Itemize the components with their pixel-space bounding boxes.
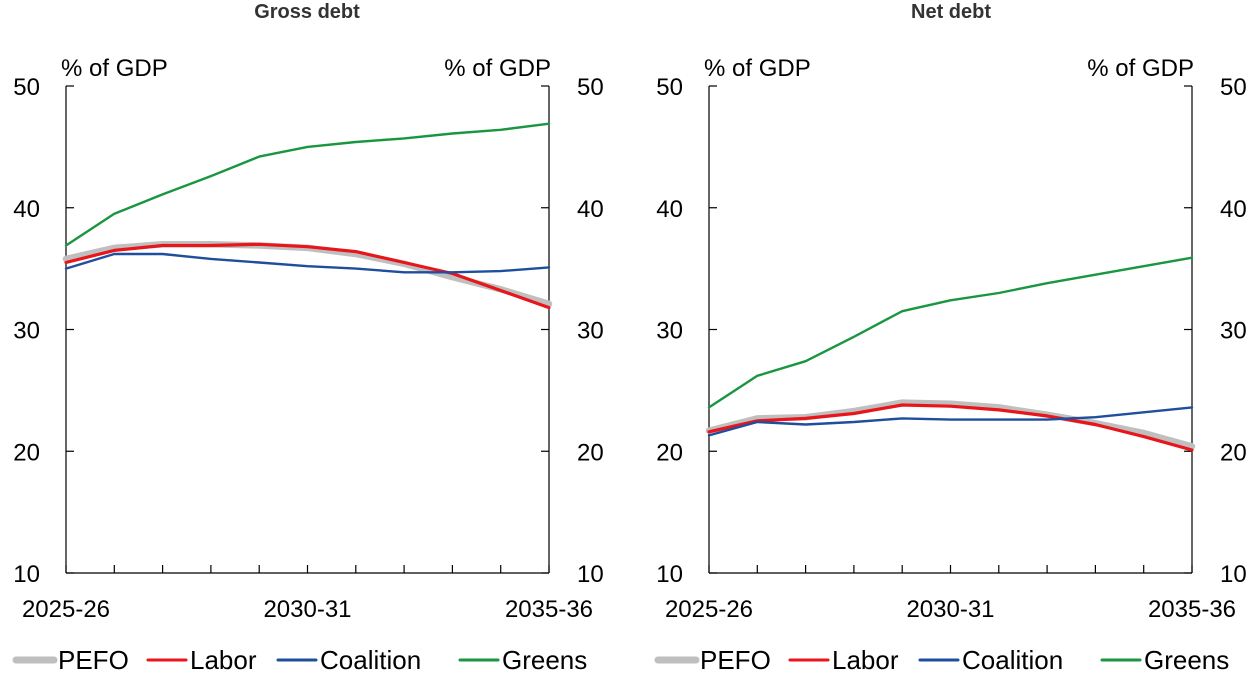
chart2-right-tick-label: 10 (1220, 561, 1247, 588)
chart1-left-tick-label: 50 (13, 74, 40, 101)
chart2-right-tick-label: 20 (1220, 439, 1247, 466)
chart2-title: Net debt (911, 1, 991, 23)
chart1-x-tick-label: 2035-36 (505, 596, 593, 623)
chart2-right-unit-label: % of GDP (1087, 55, 1194, 82)
chart1-left-tick-label: 40 (13, 196, 40, 223)
chart1-right-unit-label: % of GDP (444, 55, 551, 82)
chart2-coalition-line (707, 406, 1194, 437)
chart2-left-tick-label: 30 (656, 318, 683, 345)
chart1-x-tick-label: 2025-26 (22, 596, 110, 623)
chart2-legend-label-coalition: Coalition (962, 645, 1063, 675)
chart1-left-tick-label: 20 (13, 439, 40, 466)
chart1-legend-label-pefo: PEFO (58, 645, 129, 675)
chart2-legend-label-greens: Greens (1144, 645, 1229, 675)
chart2-x-tick-label: 2025-26 (665, 596, 753, 623)
chart1-x-tick-label: 2030-31 (263, 596, 351, 623)
chart2-right-tick-label: 30 (1220, 318, 1247, 345)
chart2-left-tick-label: 10 (656, 561, 683, 588)
chart1-right-tick-label: 40 (577, 196, 604, 223)
chart2-left-tick-label: 40 (656, 196, 683, 223)
chart2-x-tick-label: 2035-36 (1148, 596, 1236, 623)
chart1-coalition-line (64, 252, 551, 274)
chart1-legend-label-coalition: Coalition (320, 645, 421, 675)
chart1-right-tick-label: 10 (577, 561, 604, 588)
chart1-left-unit-label: % of GDP (61, 55, 168, 82)
chart2-pefo-line (705, 399, 1196, 450)
chart1-left-tick-label: 30 (13, 318, 40, 345)
chart1-title: Gross debt (254, 1, 360, 23)
chart2-x-tick-label: 2030-31 (906, 596, 994, 623)
chart1-right-tick-label: 20 (577, 439, 604, 466)
chart2-right-tick-label: 40 (1220, 196, 1247, 223)
chart2-left-unit-label: % of GDP (704, 55, 811, 82)
chart1-labor-line (64, 242, 551, 310)
chart2-legend-label-pefo: PEFO (700, 645, 771, 675)
chart2-labor-line (707, 403, 1194, 452)
chart1-left-tick-label: 10 (13, 561, 40, 588)
chart2-legend-label-labor: Labor (832, 645, 899, 675)
chart2-right-tick-label: 50 (1220, 74, 1247, 101)
chart2-greens-line (707, 256, 1194, 409)
chart2-left-tick-label: 50 (656, 74, 683, 101)
chart2-left-tick-label: 20 (656, 439, 683, 466)
chart1-greens-line (64, 122, 551, 247)
chart1-legend-label-greens: Greens (502, 645, 587, 675)
chart1-right-tick-label: 30 (577, 318, 604, 345)
chart1-legend-label-labor: Labor (190, 645, 257, 675)
chart1-right-tick-label: 50 (577, 74, 604, 101)
